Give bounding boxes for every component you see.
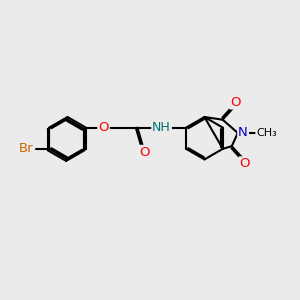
Text: O: O	[230, 95, 241, 109]
Text: O: O	[139, 146, 149, 159]
Text: Br: Br	[19, 142, 34, 155]
Text: CH₃: CH₃	[256, 128, 277, 138]
Text: NH: NH	[152, 121, 171, 134]
Text: O: O	[98, 121, 109, 134]
Text: N: N	[238, 126, 248, 140]
Text: O: O	[239, 157, 250, 170]
